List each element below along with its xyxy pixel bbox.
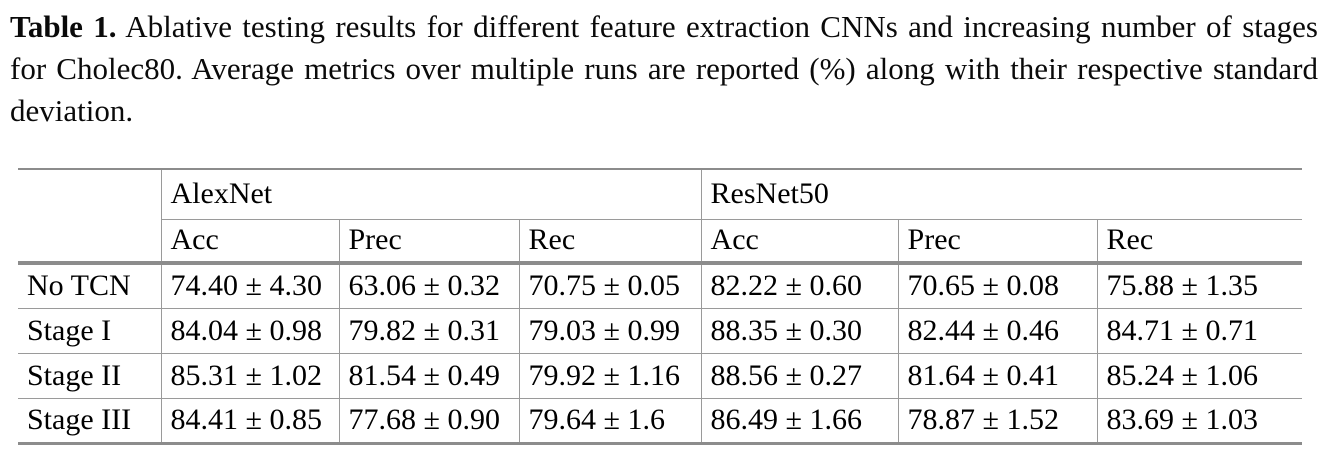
col-header-resnet50-rec: Rec xyxy=(1096,219,1303,263)
col-header-resnet50-acc: Acc xyxy=(700,219,899,263)
col-header-alexnet-prec: Prec xyxy=(338,219,519,263)
metric-cell: 84.71 ± 0.71 xyxy=(1096,308,1303,353)
metric-cell: 74.40 ± 4.30 xyxy=(160,263,339,308)
metric-cell: 75.88 ± 1.35 xyxy=(1096,263,1303,308)
table-caption: Table 1. Ablative testing results for di… xyxy=(10,6,1318,132)
caption-label: Table 1. xyxy=(10,9,117,44)
group-header-row: AlexNet ResNet50 xyxy=(18,169,1303,220)
corner-cell xyxy=(18,219,161,263)
metric-cell: 88.56 ± 0.27 xyxy=(700,353,899,398)
metric-cell: 88.35 ± 0.30 xyxy=(700,308,899,353)
row-label: No TCN xyxy=(27,269,131,303)
row-label: Stage II xyxy=(27,358,122,392)
col-header-alexnet-rec: Rec xyxy=(518,219,702,263)
caption-text: Ablative testing results for different f… xyxy=(10,9,1318,128)
row-label: Stage I xyxy=(27,313,112,347)
group-header-alexnet: AlexNet xyxy=(160,169,702,220)
col-header-resnet50-prec: Prec xyxy=(897,219,1098,263)
metric-cell: 78.87 ± 1.52 xyxy=(897,398,1098,443)
corner-cell xyxy=(18,169,161,219)
metric-cell: 84.04 ± 0.98 xyxy=(160,308,339,353)
metric-cell: 86.49 ± 1.66 xyxy=(700,398,899,443)
table-row-no-tcn: No TCN 74.40 ± 4.30 63.06 ± 0.32 70.75 ±… xyxy=(18,263,1303,308)
metric-cell: 70.75 ± 0.05 xyxy=(518,263,702,308)
row-label: Stage III xyxy=(27,403,132,436)
metric-cell: 79.64 ± 1.6 xyxy=(518,398,702,443)
metric-cell: 82.44 ± 0.46 xyxy=(897,308,1098,353)
metric-cell: 79.82 ± 0.31 xyxy=(338,308,519,353)
metric-cell: 82.22 ± 0.60 xyxy=(700,263,899,308)
col-header-alexnet-acc: Acc xyxy=(160,219,339,263)
metric-cell: 83.69 ± 1.03 xyxy=(1096,398,1303,443)
metric-cell: 70.65 ± 0.08 xyxy=(897,263,1098,308)
paper-page: Table 1. Ablative testing results for di… xyxy=(0,6,1328,471)
metric-cell: 85.24 ± 1.06 xyxy=(1096,353,1303,398)
metric-cell: 79.92 ± 1.16 xyxy=(518,353,702,398)
metric-cell: 84.41 ± 0.85 xyxy=(160,398,339,443)
metric-cell: 77.68 ± 0.90 xyxy=(338,398,519,443)
metric-header-row: Acc Prec Rec Acc Prec Rec xyxy=(18,219,1303,263)
table-row-stage-i: Stage I 84.04 ± 0.98 79.82 ± 0.31 79.03 … xyxy=(18,308,1303,353)
metric-cell: 63.06 ± 0.32 xyxy=(338,263,519,308)
table-row-stage-iii: Stage III 84.41 ± 0.85 77.68 ± 0.90 79.6… xyxy=(18,398,1303,443)
metric-cell: 79.03 ± 0.99 xyxy=(518,308,702,353)
group-header-resnet50: ResNet50 xyxy=(700,169,1303,220)
table-row-stage-ii: Stage II 85.31 ± 1.02 81.54 ± 0.49 79.92… xyxy=(18,353,1303,398)
metric-cell: 81.54 ± 0.49 xyxy=(338,353,519,398)
metric-cell: 85.31 ± 1.02 xyxy=(160,353,339,398)
metric-cell: 81.64 ± 0.41 xyxy=(897,353,1098,398)
results-table: AlexNet ResNet50 Acc Prec Rec Acc Prec R… xyxy=(18,168,1303,445)
